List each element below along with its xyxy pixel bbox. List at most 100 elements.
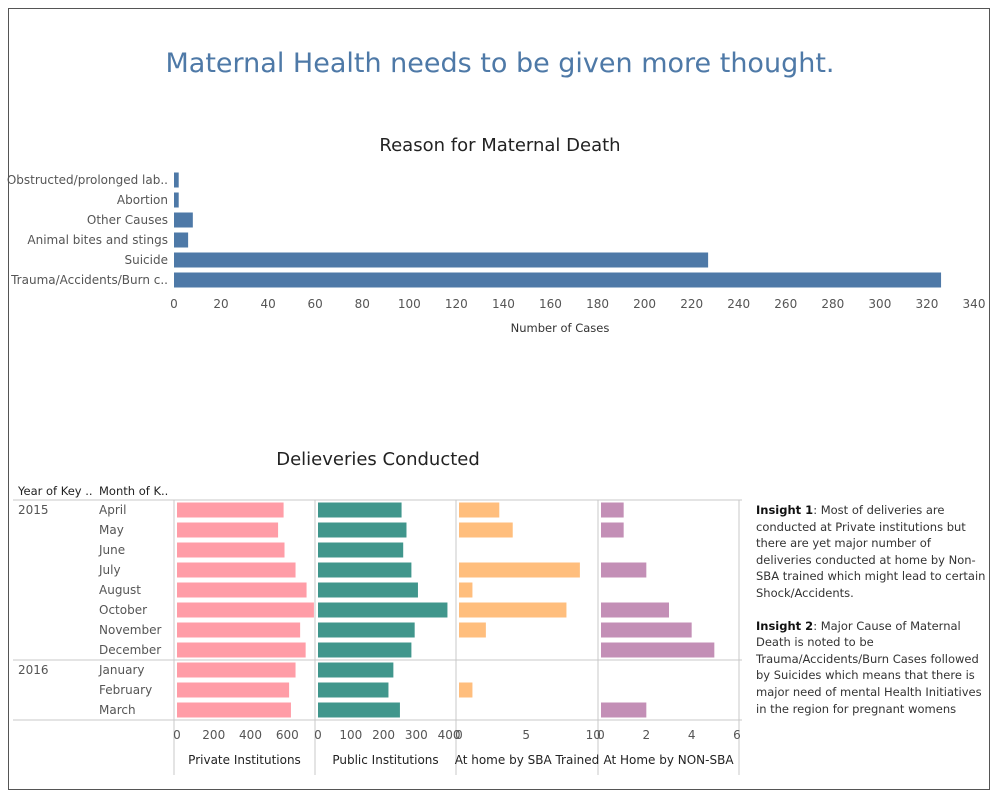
- insight-1: Insight 1: Most of deliveries are conduc…: [756, 502, 986, 602]
- month-label: July: [98, 563, 121, 577]
- insight-2-label: Insight 2: [756, 618, 814, 633]
- x-tick-label: 0: [170, 297, 178, 311]
- dashboard-frame: [8, 8, 990, 790]
- bar: [459, 502, 500, 518]
- x-tick-label: 120: [445, 297, 468, 311]
- deliveries-chart: Year of Key .. Month of K.. 2015 April May Ju…: [13, 484, 742, 775]
- x-tick-label: 5: [522, 728, 530, 742]
- bar: [318, 622, 415, 638]
- year-label: 2016: [18, 663, 49, 677]
- bar: [177, 542, 285, 558]
- bar: [318, 562, 412, 578]
- x-tick-label: 6: [733, 728, 741, 742]
- bar: [174, 212, 193, 228]
- category-label: Obstructed/prolonged lab..: [7, 173, 168, 187]
- bar: [601, 502, 624, 518]
- category-label: Trauma/Accidents/Burn c..: [10, 273, 168, 287]
- x-tick-label: 220: [680, 297, 703, 311]
- month-label: June: [98, 543, 125, 557]
- row-header-year: Year of Key ..: [17, 484, 93, 498]
- insight-panel: Insight 1: Most of deliveries are conduc…: [756, 502, 986, 733]
- x-tick-label: 400: [239, 728, 262, 742]
- bar: [174, 232, 189, 248]
- series-name: At home by SBA Trained: [455, 753, 600, 767]
- month-label: November: [99, 623, 161, 637]
- x-tick-label: 260: [774, 297, 797, 311]
- x-tick-label: 340: [963, 297, 986, 311]
- x-tick-label: 300: [868, 297, 891, 311]
- x-tick-label: 100: [339, 728, 362, 742]
- bar: [459, 682, 473, 698]
- x-tick-label: 0: [173, 728, 181, 742]
- series-name: Public Institutions: [332, 753, 438, 767]
- series-name: Private Institutions: [188, 753, 301, 767]
- bar: [174, 252, 709, 268]
- x-tick-label: 240: [727, 297, 750, 311]
- x-tick-label: 10: [586, 728, 601, 742]
- bar: [177, 502, 284, 518]
- bar: [459, 562, 580, 578]
- x-tick-label: 2: [643, 728, 651, 742]
- insight-1-label: Insight 1: [756, 503, 814, 517]
- x-tick-label: 400: [438, 728, 461, 742]
- bar: [318, 542, 404, 558]
- year-label: 2015: [18, 503, 49, 517]
- row-header-month: Month of K..: [99, 484, 168, 498]
- reason-chart: Obstructed/prolonged lab.. Abortion Other …: [7, 172, 986, 335]
- bar: [318, 702, 400, 718]
- bar: [177, 662, 296, 678]
- x-tick-label: 180: [586, 297, 609, 311]
- bar: [318, 662, 394, 678]
- bar: [601, 602, 669, 618]
- bar: [601, 562, 647, 578]
- bar: [177, 702, 291, 718]
- month-label: February: [99, 683, 152, 697]
- x-tick-label: 0: [314, 728, 322, 742]
- x-tick-label: 320: [915, 297, 938, 311]
- category-label: Abortion: [117, 193, 168, 207]
- x-tick-label: 200: [372, 728, 395, 742]
- bar: [177, 602, 314, 618]
- month-label: December: [99, 643, 161, 657]
- x-tick-label: 140: [492, 297, 515, 311]
- x-tick-label: 160: [539, 297, 562, 311]
- deliveries-chart-title: Delieveries Conducted: [276, 449, 480, 470]
- bar: [318, 642, 412, 658]
- month-label: March: [99, 703, 136, 717]
- category-label: Suicide: [125, 253, 169, 267]
- bar: [177, 582, 307, 598]
- bar: [174, 172, 179, 188]
- bar: [318, 582, 418, 598]
- bar: [318, 602, 448, 618]
- bar: [174, 272, 942, 288]
- bar: [459, 522, 513, 538]
- bar: [459, 582, 473, 598]
- bar: [174, 192, 179, 208]
- x-tick-label: 0: [597, 728, 605, 742]
- insight-1-text: : Most of deliveries are conducted at Pr…: [756, 503, 986, 600]
- reason-chart-title: Reason for Maternal Death: [379, 135, 621, 156]
- x-tick-label: 4: [688, 728, 696, 742]
- x-tick-label: 280: [821, 297, 844, 311]
- month-label: January: [98, 663, 145, 677]
- x-tick-label: 60: [308, 297, 323, 311]
- bar: [177, 682, 290, 698]
- x-tick-label: 600: [276, 728, 299, 742]
- x-tick-label: 40: [260, 297, 275, 311]
- bar: [459, 602, 567, 618]
- x-tick-label: 300: [405, 728, 428, 742]
- insight-2-text: : Major Cause of Maternal Death is noted…: [756, 618, 982, 716]
- x-tick-label: 80: [355, 297, 370, 311]
- x-tick-label: 100: [398, 297, 421, 311]
- month-label: October: [99, 603, 147, 617]
- bar: [318, 522, 407, 538]
- x-axis-title: Number of Cases: [511, 321, 610, 335]
- bar: [459, 622, 486, 638]
- x-tick-label: 20: [213, 297, 228, 311]
- bar: [601, 642, 715, 658]
- month-label: April: [99, 503, 126, 517]
- bar: [601, 702, 647, 718]
- insight-2: Insight 2: Major Cause of Maternal Death…: [756, 618, 986, 718]
- bar: [177, 522, 279, 538]
- category-label: Other Causes: [87, 213, 168, 227]
